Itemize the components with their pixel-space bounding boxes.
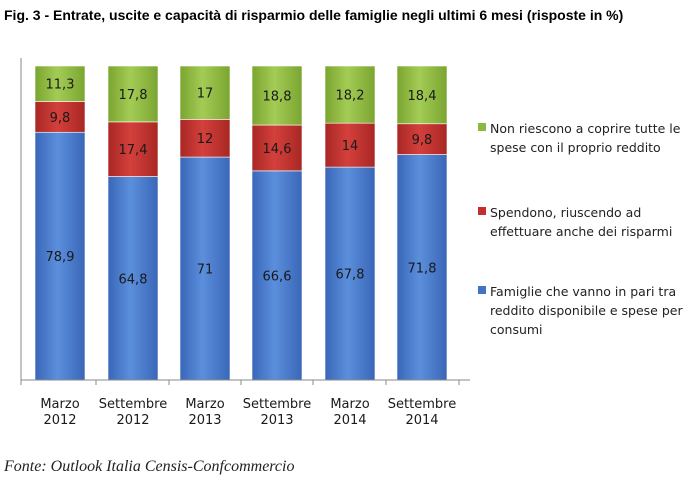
- legend-swatch-risparmio: [478, 207, 486, 215]
- bar-pari-5: [396, 154, 448, 381]
- bar-risparmio-3: [251, 124, 303, 172]
- data-label-pari-2: 71: [197, 263, 214, 278]
- x-tick-label-3: Settembre 2013: [243, 397, 311, 428]
- bar-pari-2: [179, 156, 231, 381]
- data-label-pari-0: 78,9: [46, 250, 75, 265]
- legend-item-deficit: Non riescono a coprire tutte le spese co…: [478, 119, 695, 157]
- legend-swatch-deficit: [478, 123, 486, 131]
- source-note: Fonte: Outlook Italia Censis-Confcommerc…: [4, 458, 295, 475]
- data-label-risparmio-1: 17,4: [119, 143, 148, 158]
- bar-deficit-3: [251, 65, 303, 126]
- bar-risparmio-0: [34, 101, 86, 133]
- data-label-deficit-3: 18,8: [263, 90, 292, 105]
- data-label-deficit-1: 17,8: [119, 88, 148, 103]
- bar-pari-1: [107, 176, 159, 381]
- x-tick-label-2: Marzo 2013: [185, 397, 224, 428]
- x-tick-label-4: Marzo 2014: [330, 397, 369, 428]
- bar-deficit-0: [34, 65, 86, 102]
- bar-deficit-5: [396, 65, 448, 125]
- data-label-deficit-4: 18,2: [336, 89, 365, 104]
- legend-item-pari: Famiglie che vanno in pari tra reddito d…: [478, 282, 695, 339]
- bar-deficit-1: [107, 65, 159, 123]
- bar-risparmio-4: [324, 122, 376, 168]
- data-label-pari-5: 71,8: [408, 261, 437, 276]
- x-tick-label-5: Settembre 2014: [388, 397, 456, 428]
- bar-risparmio-2: [179, 119, 231, 158]
- chart-title: Fig. 3 - Entrate, uscite e capacità di r…: [4, 7, 624, 23]
- x-tick-label-0: Marzo 2012: [40, 397, 79, 428]
- x-tick-label-1: Settembre 2012: [99, 397, 167, 428]
- data-label-deficit-2: 17: [197, 87, 214, 102]
- legend-item-risparmio: Spendono, riuscendo ad effettuare anche …: [478, 203, 695, 241]
- legend-label-pari: Famiglie che vanno in pari tra reddito d…: [490, 284, 683, 337]
- data-label-risparmio-0: 9,8: [50, 111, 71, 126]
- data-label-risparmio-4: 14: [342, 139, 359, 154]
- data-label-risparmio-5: 9,8: [412, 133, 433, 148]
- data-label-deficit-0: 11,3: [46, 78, 75, 93]
- data-label-deficit-5: 18,4: [408, 89, 437, 104]
- bar-risparmio-5: [396, 123, 448, 155]
- bar-deficit-4: [324, 65, 376, 124]
- data-label-pari-4: 67,8: [336, 268, 365, 283]
- data-label-pari-1: 64,8: [119, 272, 148, 287]
- data-label-risparmio-3: 14,6: [263, 142, 292, 157]
- bar-deficit-2: [179, 65, 231, 120]
- data-label-pari-3: 66,6: [263, 269, 292, 284]
- legend-swatch-pari: [478, 286, 486, 294]
- bar-pari-4: [324, 166, 376, 381]
- legend-label-risparmio: Spendono, riuscendo ad effettuare anche …: [490, 205, 673, 239]
- data-label-risparmio-2: 12: [197, 132, 214, 147]
- bar-pari-0: [34, 131, 86, 381]
- legend-label-deficit: Non riescono a coprire tutte le spese co…: [490, 121, 681, 155]
